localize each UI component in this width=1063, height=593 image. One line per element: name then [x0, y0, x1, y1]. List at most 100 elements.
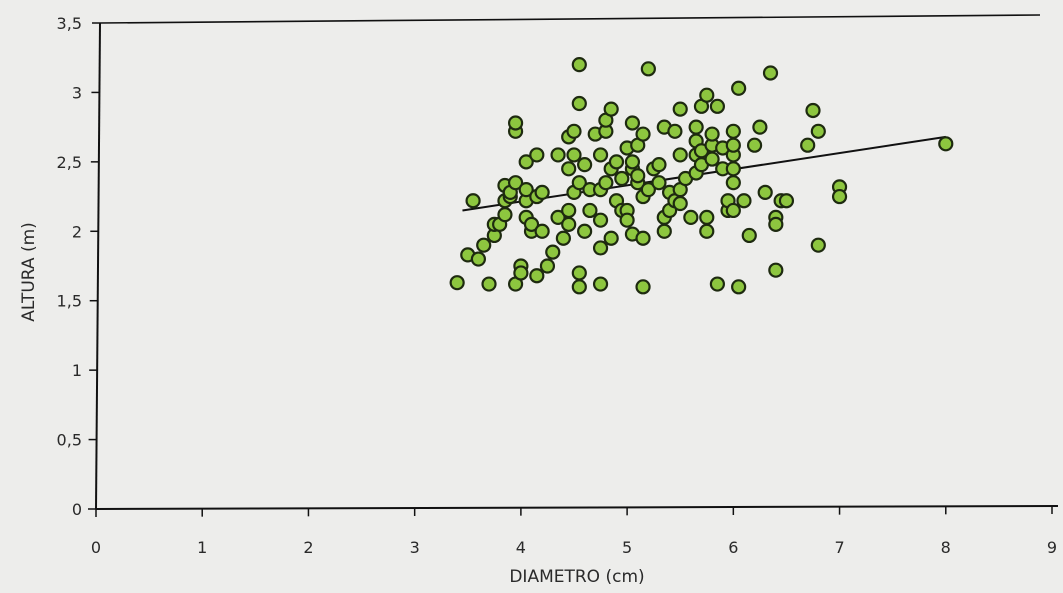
data-point — [699, 87, 715, 103]
data-point — [614, 170, 630, 187]
data-point — [672, 195, 688, 212]
x-tick-label: 7 — [834, 538, 844, 557]
data-point — [577, 223, 593, 239]
data-point — [470, 251, 486, 267]
y-tick-label: 0 — [72, 500, 82, 519]
data-point — [550, 147, 566, 163]
data-point — [688, 119, 704, 135]
data-point — [571, 265, 587, 281]
data-point — [497, 207, 513, 223]
data-point — [725, 123, 741, 139]
x-tick-label: 8 — [941, 538, 951, 557]
data-point — [449, 275, 465, 291]
data-point — [704, 151, 720, 167]
data-point — [571, 95, 587, 112]
x-tick-label: 9 — [1047, 538, 1057, 557]
data-point — [603, 101, 619, 117]
data-point — [640, 61, 656, 77]
data-point — [752, 119, 768, 135]
y-tick-label: 2,5 — [57, 153, 82, 172]
data-point — [805, 102, 821, 119]
data-point — [592, 240, 609, 256]
data-point — [667, 123, 683, 139]
data-point — [529, 268, 545, 284]
data-point — [635, 279, 651, 295]
x-tick-label: 5 — [622, 538, 632, 557]
data-point — [736, 193, 752, 209]
data-point — [619, 212, 635, 228]
data-point — [566, 123, 582, 139]
y-tick-label: 2 — [72, 222, 82, 241]
data-point — [938, 136, 954, 152]
data-point — [592, 212, 609, 228]
data-point — [741, 227, 757, 244]
data-point — [518, 182, 534, 198]
data-point — [762, 65, 779, 81]
data-point — [518, 154, 534, 170]
data-point — [656, 223, 672, 239]
data-point — [810, 237, 826, 253]
y-tick-label: 3 — [72, 83, 82, 102]
data-point — [640, 182, 656, 198]
data-point — [683, 209, 699, 225]
data-point — [571, 175, 587, 191]
data-point — [709, 98, 726, 114]
y-tick-label: 3,5 — [57, 14, 82, 33]
data-point — [561, 202, 577, 219]
data-point — [630, 168, 646, 184]
data-point — [757, 184, 773, 201]
data-point — [539, 258, 556, 274]
y-axis-label: ALTURA (m) — [19, 222, 39, 322]
x-tick-label: 2 — [303, 538, 313, 557]
x-axis-line — [95, 505, 1059, 510]
data-point — [566, 147, 582, 163]
data-point — [603, 230, 619, 246]
data-point — [709, 276, 726, 292]
data-point — [513, 265, 529, 281]
data-point — [731, 80, 747, 96]
y-tick-label: 1,5 — [57, 292, 82, 311]
data-point — [523, 216, 540, 232]
data-point — [592, 276, 609, 292]
data-point — [704, 126, 720, 142]
data-point — [768, 216, 784, 232]
y-axis-line — [95, 22, 101, 510]
plot-top-border — [99, 14, 1041, 24]
x-tick-label: 4 — [516, 538, 526, 557]
y-tick-label: 1 — [72, 361, 82, 380]
data-point — [598, 175, 614, 191]
data-point — [550, 209, 566, 225]
data-point — [800, 137, 816, 153]
x-tick-label: 6 — [728, 538, 738, 557]
data-point — [624, 154, 641, 170]
data-point — [481, 276, 497, 292]
x-tick-label: 1 — [197, 538, 207, 557]
data-point — [672, 101, 688, 117]
x-tick-label: 0 — [91, 538, 101, 557]
data-point — [534, 184, 550, 201]
data-point — [768, 262, 784, 278]
data-point — [561, 161, 577, 177]
data-point — [507, 115, 524, 131]
data-point — [699, 223, 715, 239]
data-point — [731, 279, 747, 295]
data-point — [507, 175, 524, 191]
data-point — [635, 126, 651, 142]
data-point — [746, 137, 763, 153]
data-point — [529, 147, 545, 163]
data-point — [608, 154, 625, 170]
data-point — [778, 193, 795, 209]
data-point — [476, 237, 492, 253]
data-point — [725, 175, 741, 191]
x-tick-label: 3 — [410, 538, 420, 557]
data-point — [571, 57, 587, 73]
x-axis-label: DIAMETRO (cm) — [509, 567, 644, 587]
data-point — [672, 147, 688, 163]
data-point — [725, 161, 741, 177]
data-point — [699, 209, 715, 225]
data-point — [592, 147, 609, 163]
data-point — [635, 230, 651, 246]
y-tick-label: 0,5 — [57, 431, 82, 450]
